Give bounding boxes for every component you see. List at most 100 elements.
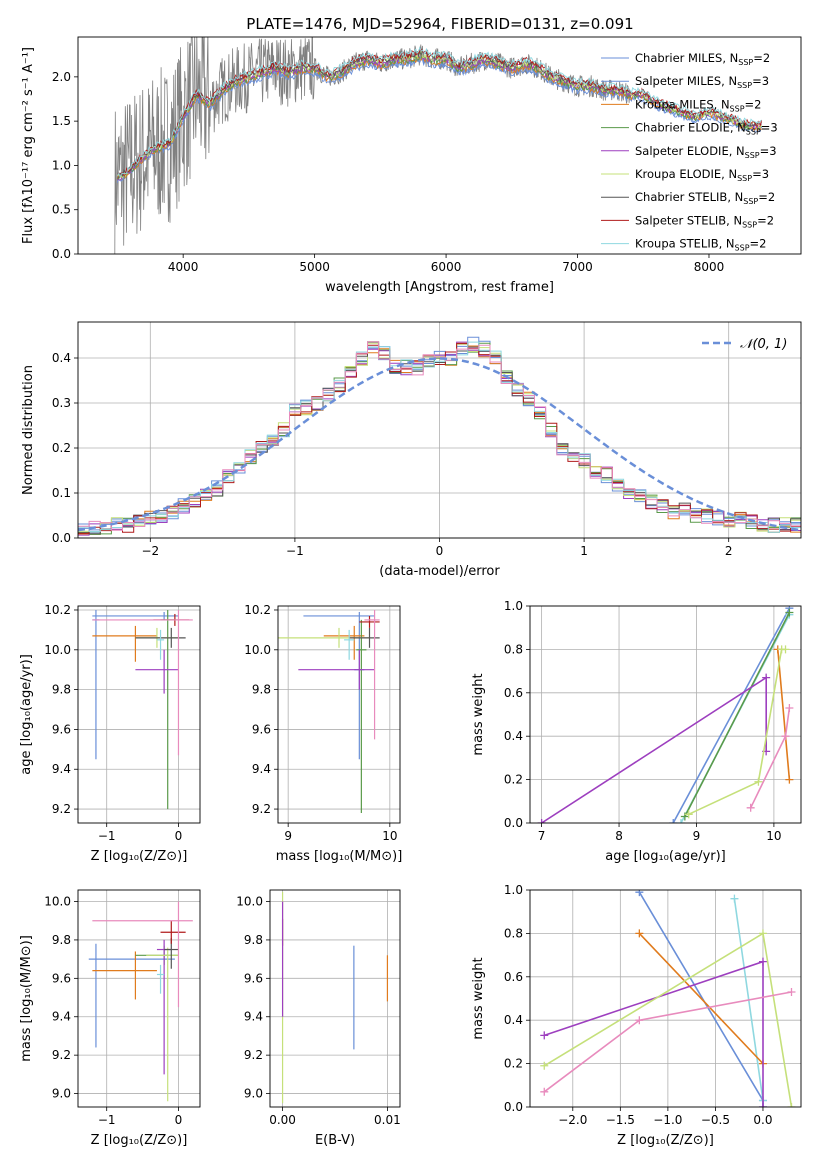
y-axis-label: mass weight xyxy=(471,957,486,1039)
y-tick-label: 9.0 xyxy=(244,1087,263,1101)
gaussian-curve xyxy=(78,357,801,532)
errorbar-point xyxy=(364,609,380,740)
plot-area xyxy=(540,890,796,1107)
legend-entry: Salpeter ELODIE, NSSP=3 xyxy=(635,144,777,160)
errorbar-point xyxy=(92,901,193,1008)
plot-area xyxy=(281,891,389,1104)
axes-frame xyxy=(269,889,401,1108)
y-axis-label: mass weight xyxy=(471,673,486,755)
y-tick-label: 9.8 xyxy=(252,683,271,697)
chart-mass-vs-Z: −1 0 9.0 9.2 9.4 9.6 9.8 10.0 Z [log₁₀(Z/Z⊙)] mas… xyxy=(19,889,201,1148)
model-spectrum-line xyxy=(117,48,763,177)
legend-entry: Salpeter MILES, NSSP=3 xyxy=(635,74,769,90)
y-tick-label: 10.0 xyxy=(244,643,271,657)
y-tick-label: 9.2 xyxy=(252,802,271,816)
y-tick-label: 0.1 xyxy=(52,486,71,500)
errorbar-point xyxy=(323,625,365,660)
errorbar-point xyxy=(92,609,193,756)
axes-frame xyxy=(77,889,201,1108)
x-tick-label: −1 xyxy=(98,1113,116,1127)
y-tick-label: 0.0 xyxy=(504,816,523,830)
y-axis-label: Flux [fλ10⁻¹⁷ erg cm⁻² s⁻¹ A⁻¹] xyxy=(21,47,36,244)
errorbar-point xyxy=(135,649,179,694)
weight-marker xyxy=(684,810,693,819)
weight-marker xyxy=(787,987,796,996)
weight-marker xyxy=(635,1016,644,1025)
weight-marker xyxy=(540,1031,549,1040)
legend: 𝒩(0, 1) xyxy=(702,337,787,352)
x-tick-label: 8 xyxy=(615,829,623,843)
x-tick-label: 6000 xyxy=(431,260,462,274)
x-tick-label: 4000 xyxy=(168,260,199,274)
y-tick-label: 9.2 xyxy=(244,1048,263,1062)
weight-marker xyxy=(781,645,790,654)
plot-area xyxy=(92,609,193,810)
weight-line xyxy=(777,649,791,780)
x-tick-label: 7000 xyxy=(562,260,593,274)
y-tick-label: 10.0 xyxy=(44,895,71,909)
legend-entry: Chabrier STELIB, NSSP=2 xyxy=(635,190,775,206)
x-tick-label: 1 xyxy=(580,544,588,558)
y-tick-label: 1.0 xyxy=(504,599,523,613)
weight-line xyxy=(672,607,791,823)
y-tick-label: 0.6 xyxy=(504,970,523,984)
y-tick-label: 0.4 xyxy=(504,1013,523,1027)
weight-marker xyxy=(537,819,546,823)
axes-frame xyxy=(77,605,201,824)
weight-marker xyxy=(730,894,739,903)
x-tick-label: 8000 xyxy=(694,260,725,274)
chart-age-vs-mass: 9 10 9.2 9.4 9.6 9.8 10.0 10.2 mass [log₁₀(M/M⊙)… xyxy=(244,603,402,864)
x-axis-label: mass [log₁₀(M/M⊙)] xyxy=(276,849,403,864)
errorbar-point xyxy=(160,920,186,944)
weight-marker xyxy=(746,803,755,812)
y-tick-label: 0.2 xyxy=(52,441,71,455)
y-tick-label: 9.0 xyxy=(52,1087,71,1101)
y-tick-label: 1.0 xyxy=(52,158,71,172)
y-tick-label: 0.4 xyxy=(504,729,523,743)
weight-line xyxy=(544,960,764,1107)
y-tick-label: 0.6 xyxy=(504,686,523,700)
weight-marker xyxy=(787,1103,796,1107)
y-tick-label: 10.2 xyxy=(244,603,271,617)
weight-line xyxy=(638,932,764,1065)
x-tick-label: 10 xyxy=(766,829,781,843)
axes-frame xyxy=(277,605,401,824)
y-tick-label: 9.4 xyxy=(244,1010,263,1024)
weight-marker xyxy=(758,1103,767,1107)
axes-frame xyxy=(77,321,802,539)
x-tick-label: −2 xyxy=(141,544,159,558)
weight-line xyxy=(684,612,791,817)
y-tick-label: 9.4 xyxy=(52,762,71,776)
y-tick-label: 9.2 xyxy=(52,1048,71,1062)
weight-marker xyxy=(669,819,678,823)
y-tick-label: 9.8 xyxy=(244,933,263,947)
x-tick-label: 10 xyxy=(382,829,397,843)
legend-entry: Salpeter STELIB, NSSP=2 xyxy=(635,213,774,229)
y-axis-label: Normed distribution xyxy=(21,365,36,495)
x-axis-label: Z [log₁₀(Z/Z⊙)] xyxy=(617,1133,714,1148)
x-tick-label: 0 xyxy=(436,544,444,558)
y-tick-label: 9.6 xyxy=(52,722,71,736)
y-tick-label: 9.4 xyxy=(52,1010,71,1024)
errorbar-point xyxy=(156,629,165,660)
weight-marker xyxy=(635,929,644,938)
weight-marker xyxy=(754,777,763,786)
legend-entry: Chabrier ELODIE, NSSP=3 xyxy=(635,121,778,137)
x-tick-label: −1 xyxy=(286,544,304,558)
y-tick-label: 0.2 xyxy=(504,773,523,787)
weight-marker xyxy=(758,929,767,938)
y-tick-label: 0.0 xyxy=(52,531,71,545)
x-axis-label: (data-model)/error xyxy=(379,564,500,579)
x-tick-label: −1 xyxy=(98,829,116,843)
x-tick-label: 9 xyxy=(693,829,701,843)
x-tick-label: −2.0 xyxy=(558,1113,587,1127)
weight-marker xyxy=(540,1087,549,1096)
y-tick-label: 0.8 xyxy=(504,642,523,656)
weight-marker xyxy=(758,957,767,966)
plot-area xyxy=(88,901,193,1102)
y-tick-label: 10.2 xyxy=(44,603,71,617)
chart-weight-vs-Z: −2.0 −1.5 −1.0 −0.5 0.0 0.0 0.2 0.4 0.6 0.8 1.0 Z [… xyxy=(471,883,802,1148)
figure-title: PLATE=1476, MJD=52964, FIBERID=0131, z=0… xyxy=(246,15,633,33)
y-tick-label: 10.0 xyxy=(44,643,71,657)
